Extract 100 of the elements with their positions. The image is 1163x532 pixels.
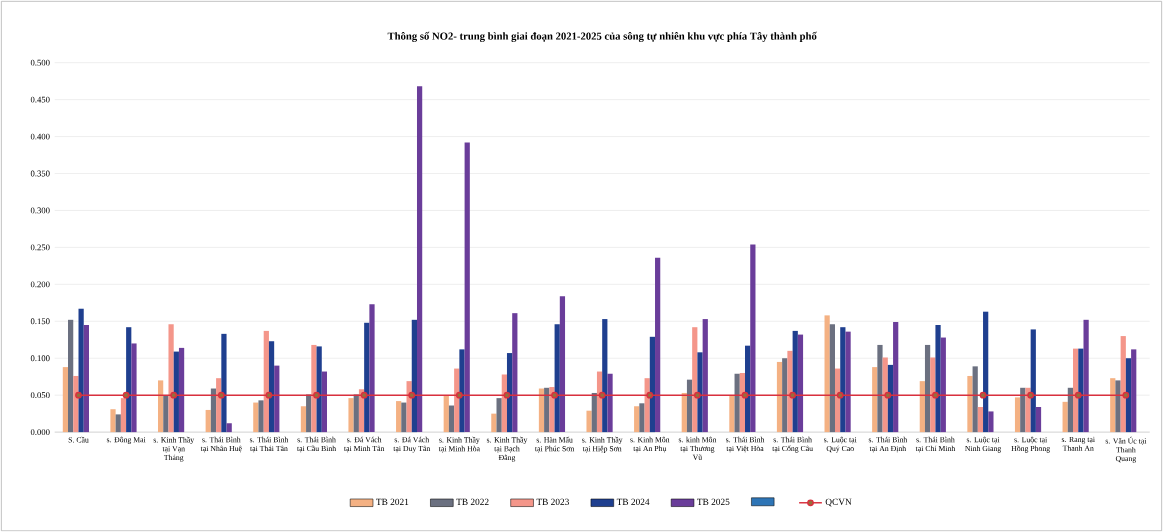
bar: [776, 361, 783, 433]
bar: [306, 394, 312, 433]
bar: [729, 395, 735, 433]
y-tick-label: 0.100: [30, 355, 50, 362]
bar: [845, 331, 851, 433]
legend-label: TB 2025: [697, 498, 730, 505]
bar: [1110, 378, 1116, 433]
bar: [78, 308, 84, 433]
bar: [872, 367, 878, 433]
bar: [258, 400, 264, 433]
bar: [321, 371, 328, 433]
bar: [401, 402, 407, 433]
legend-label: TB 2023: [536, 498, 569, 505]
bar: [1014, 397, 1021, 433]
bar: [787, 350, 793, 433]
bar: [253, 402, 259, 433]
bar: [83, 324, 89, 433]
bar: [178, 347, 185, 433]
bar: [316, 346, 322, 433]
bar: [692, 327, 698, 433]
bar: [634, 406, 640, 433]
bar: [126, 327, 132, 433]
bar: [559, 296, 566, 433]
bar: [1035, 406, 1042, 433]
bar: [416, 86, 423, 433]
bar: [396, 401, 402, 433]
bar: [411, 319, 417, 433]
y-tick-label: 0.500: [30, 59, 50, 66]
bar: [1115, 380, 1121, 433]
bar: [782, 358, 788, 433]
bar: [893, 321, 899, 433]
bar: [797, 334, 804, 433]
bar: [750, 244, 756, 433]
bar: [840, 327, 846, 433]
bar: [300, 406, 307, 433]
bar: [882, 357, 888, 433]
bar: [1078, 348, 1084, 433]
bar: [1030, 329, 1036, 433]
bar: [877, 344, 883, 433]
bar: [221, 333, 227, 433]
bar: [1062, 401, 1068, 433]
bar: [369, 304, 375, 433]
bar: [544, 387, 550, 433]
bar: [506, 352, 513, 433]
bar: [649, 336, 656, 433]
bar: [110, 409, 116, 433]
bar: [459, 349, 465, 433]
bar: [924, 344, 931, 433]
bar: [62, 367, 69, 433]
bar: [702, 319, 708, 433]
bar: [443, 395, 449, 433]
bar: [554, 324, 560, 433]
legend-label: QCVN: [825, 498, 852, 507]
bar: [73, 375, 79, 433]
y-tick-label: 0.450: [30, 96, 50, 103]
bar: [591, 392, 597, 433]
y-tick-label: 0.250: [30, 244, 50, 251]
bar: [131, 343, 137, 433]
bar: [496, 398, 502, 433]
bar: [173, 351, 179, 433]
bar: [263, 330, 269, 433]
bar: [824, 315, 830, 433]
y-tick-label: 0.150: [30, 318, 50, 325]
bar: [681, 392, 687, 433]
bar: [930, 357, 936, 433]
bar: [226, 423, 232, 433]
bar: [168, 324, 174, 433]
bar: [602, 319, 608, 433]
bar: [919, 381, 925, 433]
bar: [1131, 349, 1137, 433]
bar: [655, 257, 661, 433]
bar: [311, 344, 317, 433]
bar: [967, 375, 973, 433]
bar: [115, 414, 121, 433]
bar: [1120, 336, 1126, 433]
y-tick-label: 0.400: [30, 133, 50, 140]
y-tick-label: 0.350: [30, 170, 50, 177]
bar: [274, 365, 280, 433]
bar: [972, 366, 978, 433]
bar: [607, 373, 613, 433]
chart-title: Thông số NO2- trung bình giai đoạn 2021-2025 của sông tự nhiên khu vực phía Tây thành phố: [387, 31, 817, 42]
bar: [1073, 348, 1079, 433]
bar: [158, 380, 164, 433]
bar: [163, 395, 169, 433]
bar: [491, 413, 497, 433]
y-tick-label: 0.000: [30, 429, 50, 435]
bar: [745, 345, 751, 433]
bar: [353, 394, 359, 433]
bar: [1083, 319, 1089, 433]
bar: [538, 388, 545, 433]
bar: [120, 398, 127, 433]
bar: [686, 379, 693, 433]
bar: [1020, 387, 1026, 433]
legend-label: TB 2022: [456, 498, 489, 505]
bar: [512, 313, 518, 433]
bar: [983, 311, 989, 433]
bar: [792, 330, 798, 433]
bar: [697, 352, 703, 433]
bar: [364, 322, 370, 433]
bar: [1067, 387, 1074, 433]
